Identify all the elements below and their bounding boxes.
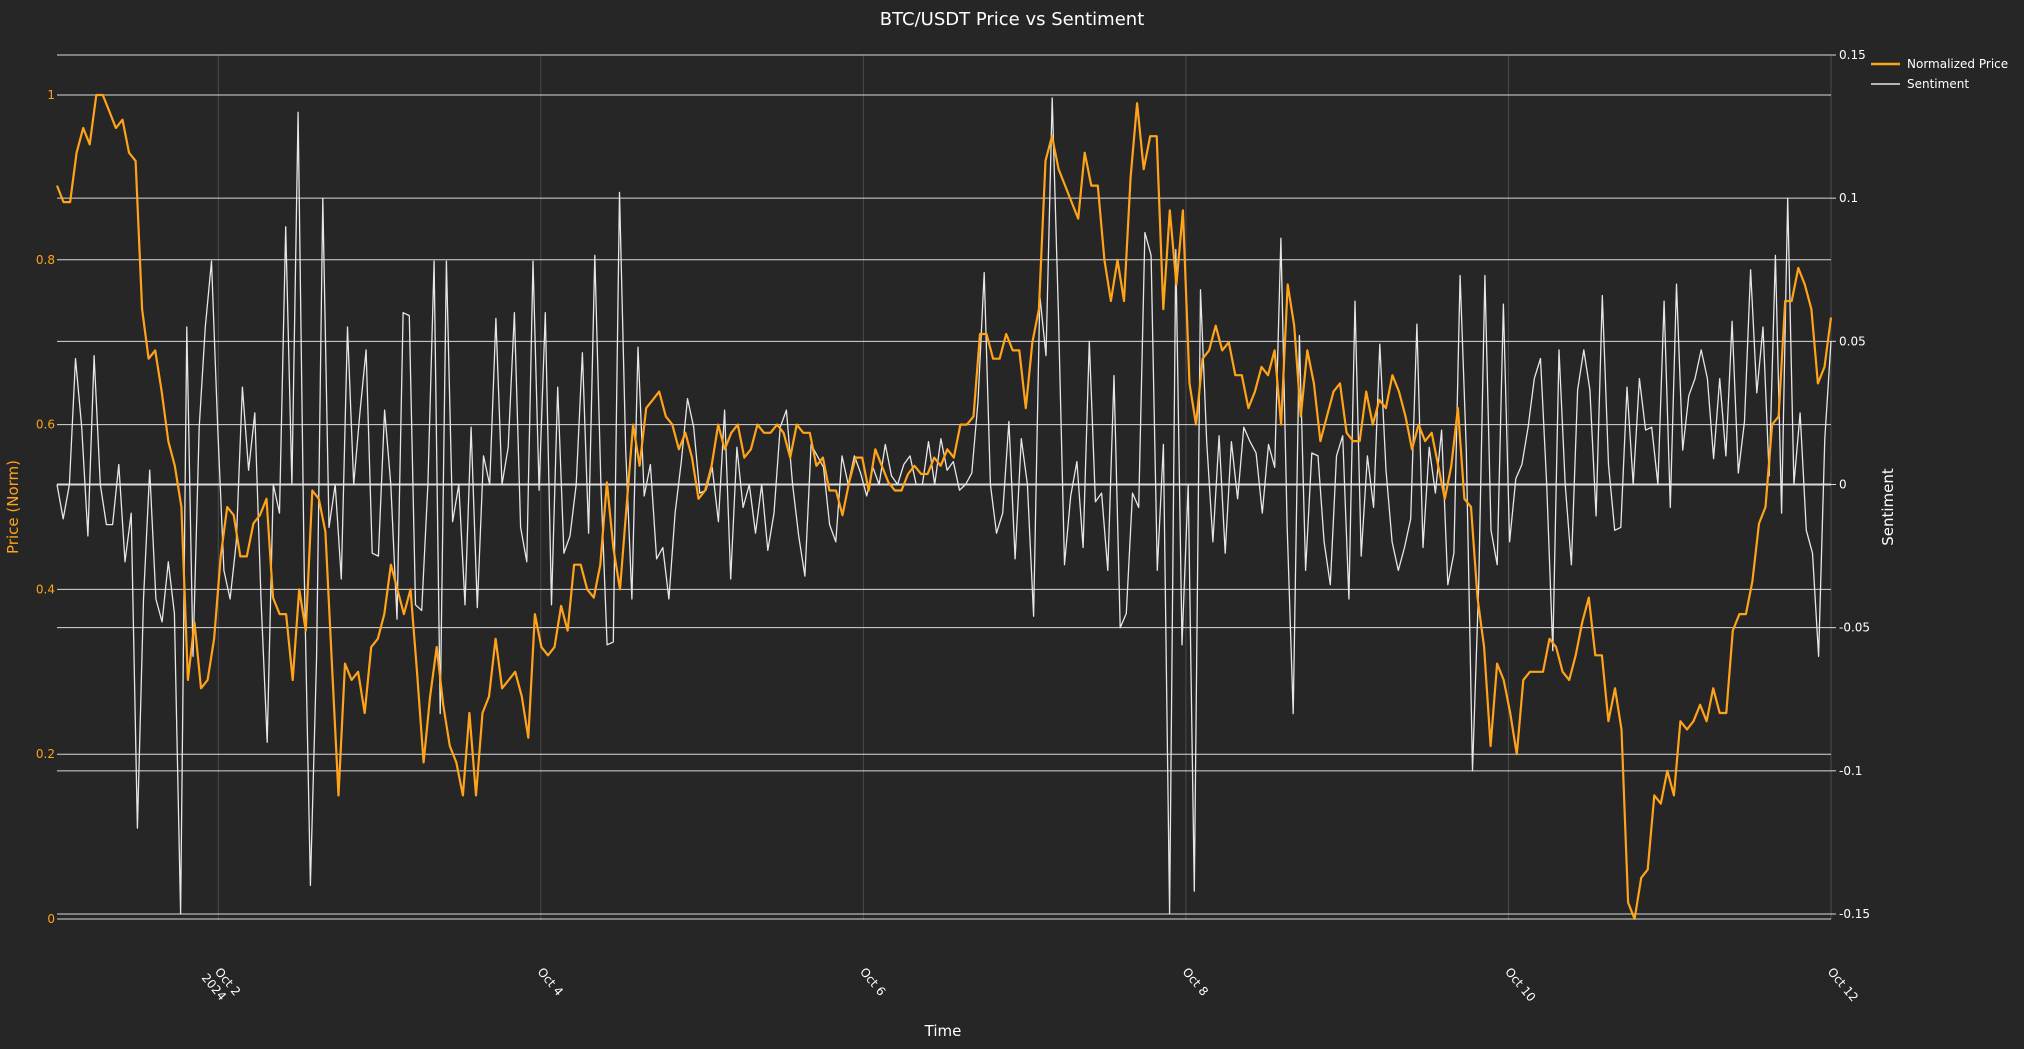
y-right-axis-title: Sentiment — [1879, 468, 1897, 546]
y-left-tick-label: 0.4 — [36, 582, 55, 596]
y-right-tick-label: 0.05 — [1839, 334, 1866, 348]
y-right-tick-label: 0.1 — [1839, 191, 1858, 205]
legend[interactable]: Normalized Price Sentiment — [1871, 57, 2008, 91]
chart-title: BTC/USDT Price vs Sentiment — [880, 9, 1145, 30]
legend-price-label[interactable]: Normalized Price — [1907, 57, 2008, 71]
gridlines — [57, 54, 1836, 920]
y-right-tick-label: -0.1 — [1839, 764, 1862, 778]
y-left-tick-label: 0.2 — [36, 747, 55, 761]
y-left-axis-title: Price (Norm) — [4, 460, 22, 554]
y-left-tick-label: 0.6 — [36, 418, 55, 432]
y-right-tick-label: -0.05 — [1839, 621, 1870, 635]
y-left-tick-label: 1 — [47, 88, 55, 102]
series-layer — [55, 93, 1833, 921]
price-line — [55, 93, 1833, 921]
y-left-tick-label: 0.8 — [36, 253, 55, 267]
y-right-tick-label: -0.15 — [1839, 907, 1870, 921]
y-right-tick-label: 0.15 — [1839, 48, 1866, 62]
y-left-tick-label: 0 — [47, 912, 55, 926]
x-axis-title: Time — [924, 1022, 962, 1040]
legend-sentiment-label[interactable]: Sentiment — [1907, 77, 1969, 91]
sentiment-line — [56, 97, 1832, 915]
y-right-tick-label: 0 — [1839, 478, 1847, 492]
